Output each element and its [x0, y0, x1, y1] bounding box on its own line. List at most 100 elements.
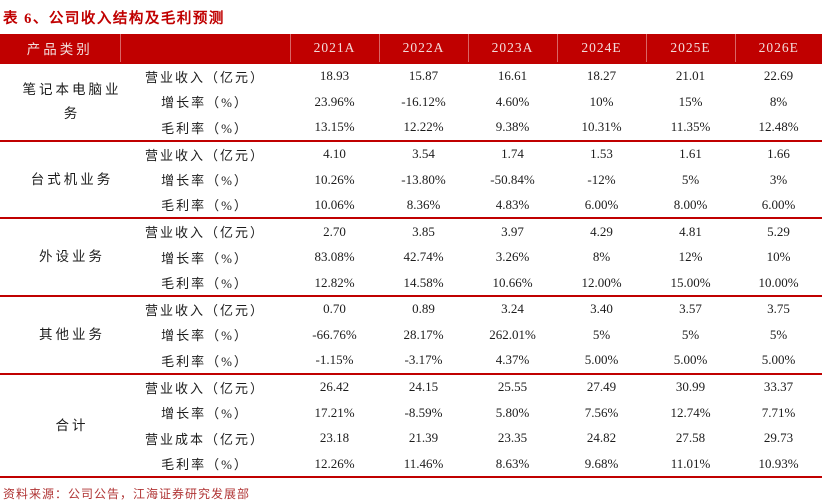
category-label: 笔记本电脑业务: [22, 82, 122, 121]
table-row: 毛利率（%） 12.82% 14.58% 10.66% 12.00% 15.00…: [0, 270, 822, 296]
column-header-2026e: 2026E: [734, 34, 822, 63]
metric-label: 增长率（%）: [161, 406, 249, 422]
value-cell: 25.55: [497, 379, 528, 395]
category-cell: 合计: [0, 374, 120, 478]
value-cell: 10.26%: [314, 171, 355, 187]
value-cell: 6.00%: [584, 196, 619, 212]
metric-label: 毛利率（%）: [161, 457, 249, 473]
value-cell: 27.58: [675, 430, 706, 446]
table-row: 毛利率（%） 12.26% 11.46% 8.63% 9.68% 11.01% …: [0, 451, 822, 477]
metric-label: 增长率（%）: [161, 173, 249, 188]
table-row: 外设业务 营业收入（亿元） 2.70 3.85 3.97 4.29 4.81 5…: [0, 218, 822, 265]
revenue-forecast-table: 产品类别 2021A 2022A 2023A 2024E 2025E 2026E…: [0, 34, 822, 479]
group-other-business: 其他业务 营业收入（亿元） 0.70 0.89 3.24 3.40 3.57 3…: [0, 296, 822, 374]
table-row: 增长率（%） -66.76% 28.17% 262.01% 5% 5% 5%: [0, 322, 822, 348]
value-cell: 8%: [592, 249, 611, 265]
value-cell: 24.15: [408, 379, 439, 395]
metric-label: 毛利率（%）: [161, 276, 249, 292]
metric-label: 毛利率（%）: [161, 353, 249, 369]
value-cell: 11.46%: [403, 455, 444, 471]
value-cell: 17.21%: [314, 404, 355, 420]
value-cell: 28.17%: [403, 326, 444, 342]
metric-label: 增长率（%）: [161, 328, 249, 344]
group-notebook-business: 笔记本电脑业务 营业收入（亿元） 18.93 15.87 16.61 18.27…: [0, 63, 822, 141]
value-cell: -1.15%: [315, 352, 354, 368]
category-label: 外设业务: [39, 249, 105, 265]
value-cell: 30.99: [675, 379, 706, 395]
table-row: 营业成本（亿元） 23.18 21.39 23.35 24.82 27.58 2…: [0, 425, 822, 451]
value-cell: 10.31%: [581, 119, 622, 135]
category-cell: 台式机业务: [0, 141, 120, 219]
group-desktop-business: 台式机业务 营业收入（亿元） 4.10 3.54 1.74 1.53 1.61 …: [0, 140, 822, 219]
metric-label: 营业收入（亿元）: [144, 225, 265, 241]
table-row: 合计 营业收入（亿元） 26.42 24.15 25.55 27.49 30.9…: [0, 374, 822, 433]
value-cell: 1.74: [501, 146, 524, 162]
value-cell: 2.70: [323, 223, 346, 239]
value-cell: 24.82: [586, 430, 617, 446]
column-header-2021a: 2021A: [289, 34, 379, 63]
source-note: 资料来源：公司公告，江海证券研究发展部: [3, 487, 251, 502]
value-cell: 4.37%: [495, 352, 530, 368]
value-cell: 4.81: [679, 223, 702, 239]
value-cell: 5.29: [767, 223, 790, 239]
value-cell: -12%: [587, 171, 616, 187]
column-header-product-category: 产品类别: [0, 34, 120, 63]
value-cell: 8%: [769, 93, 788, 109]
value-cell: 3%: [769, 171, 788, 187]
value-cell: 12.74%: [670, 404, 711, 420]
table-row: 台式机业务 营业收入（亿元） 4.10 3.54 1.74 1.53 1.61 …: [0, 141, 822, 187]
table-row: 增长率（%） 10.26% -13.80% -50.84% -12% 5% 3%: [0, 167, 822, 193]
value-cell: 10%: [589, 93, 614, 109]
table-title: 表 6、公司收入结构及毛利预测: [3, 11, 225, 27]
value-cell: 13.15%: [314, 119, 355, 135]
value-cell: 26.42: [319, 379, 350, 395]
value-cell: 8.63%: [495, 455, 530, 471]
metric-label: 营业收入（亿元）: [144, 69, 265, 85]
value-cell: -3.17%: [404, 352, 443, 368]
value-cell: 12.26%: [314, 455, 355, 471]
table-row: 增长率（%） 23.96% -16.12% 4.60% 10% 15% 8%: [0, 89, 822, 115]
value-cell: 18.93: [319, 68, 350, 84]
value-cell: 15.00%: [670, 274, 711, 290]
value-cell: 42.74%: [403, 249, 444, 265]
value-cell: 15%: [678, 93, 703, 109]
value-cell: 21.01: [675, 68, 706, 84]
value-cell: 4.10: [323, 146, 346, 162]
metric-label: 营业收入（亿元）: [144, 380, 265, 396]
value-cell: 4.60%: [495, 93, 530, 109]
value-cell: 23.96%: [314, 93, 355, 109]
value-cell: 10.93%: [758, 455, 799, 471]
value-cell: 12.22%: [403, 119, 444, 135]
value-cell: -13.80%: [401, 171, 446, 187]
metric-label: 营业收入（亿元）: [144, 147, 265, 163]
value-cell: 10.06%: [314, 196, 355, 212]
value-cell: 8.36%: [406, 196, 441, 212]
value-cell: 7.71%: [761, 404, 796, 420]
value-cell: 14.58%: [403, 274, 444, 290]
table-row: 增长率（%） 83.08% 42.74% 3.26% 8% 12% 10%: [0, 244, 822, 270]
group-total: 合计 营业收入（亿元） 26.42 24.15 25.55 27.49 30.9…: [0, 373, 822, 478]
value-cell: 5%: [592, 326, 611, 342]
value-cell: 23.18: [319, 430, 350, 446]
value-cell: 5.00%: [584, 352, 619, 368]
value-cell: 6.00%: [761, 196, 796, 212]
table-row: 毛利率（%） -1.15% -3.17% 4.37% 5.00% 5.00% 5…: [0, 348, 822, 374]
category-cell: 外设业务: [0, 218, 120, 296]
value-cell: 5.00%: [761, 352, 796, 368]
column-header-2025e: 2025E: [645, 34, 735, 63]
metric-label: 毛利率（%）: [161, 198, 249, 214]
value-cell: -50.84%: [490, 171, 535, 187]
value-cell: 12.00%: [581, 274, 622, 290]
value-cell: 15.87: [408, 68, 439, 84]
value-cell: 5%: [681, 171, 700, 187]
table-header-row: 产品类别 2021A 2022A 2023A 2024E 2025E 2026E: [0, 34, 822, 63]
value-cell: 1.53: [590, 146, 613, 162]
value-cell: 3.24: [501, 301, 524, 317]
value-cell: 11.35%: [670, 119, 711, 135]
value-cell: 83.08%: [314, 249, 355, 265]
value-cell: 0.70: [323, 301, 346, 317]
value-cell: 12.82%: [314, 274, 355, 290]
value-cell: 262.01%: [489, 326, 536, 342]
metric-label: 营业成本（亿元）: [144, 431, 265, 447]
